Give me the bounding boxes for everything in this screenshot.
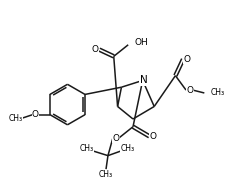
Text: O: O xyxy=(183,55,190,64)
Text: O: O xyxy=(112,134,119,143)
Text: O: O xyxy=(32,110,39,119)
Text: CH₃: CH₃ xyxy=(210,88,224,97)
Text: O: O xyxy=(149,132,156,141)
Text: CH₃: CH₃ xyxy=(120,144,134,153)
Text: N: N xyxy=(139,75,147,85)
Text: O: O xyxy=(92,45,99,54)
Text: O: O xyxy=(186,86,193,95)
Text: CH₃: CH₃ xyxy=(79,144,93,153)
Text: OH: OH xyxy=(134,38,148,47)
Text: CH₃: CH₃ xyxy=(8,114,22,123)
Text: CH₃: CH₃ xyxy=(99,170,112,179)
